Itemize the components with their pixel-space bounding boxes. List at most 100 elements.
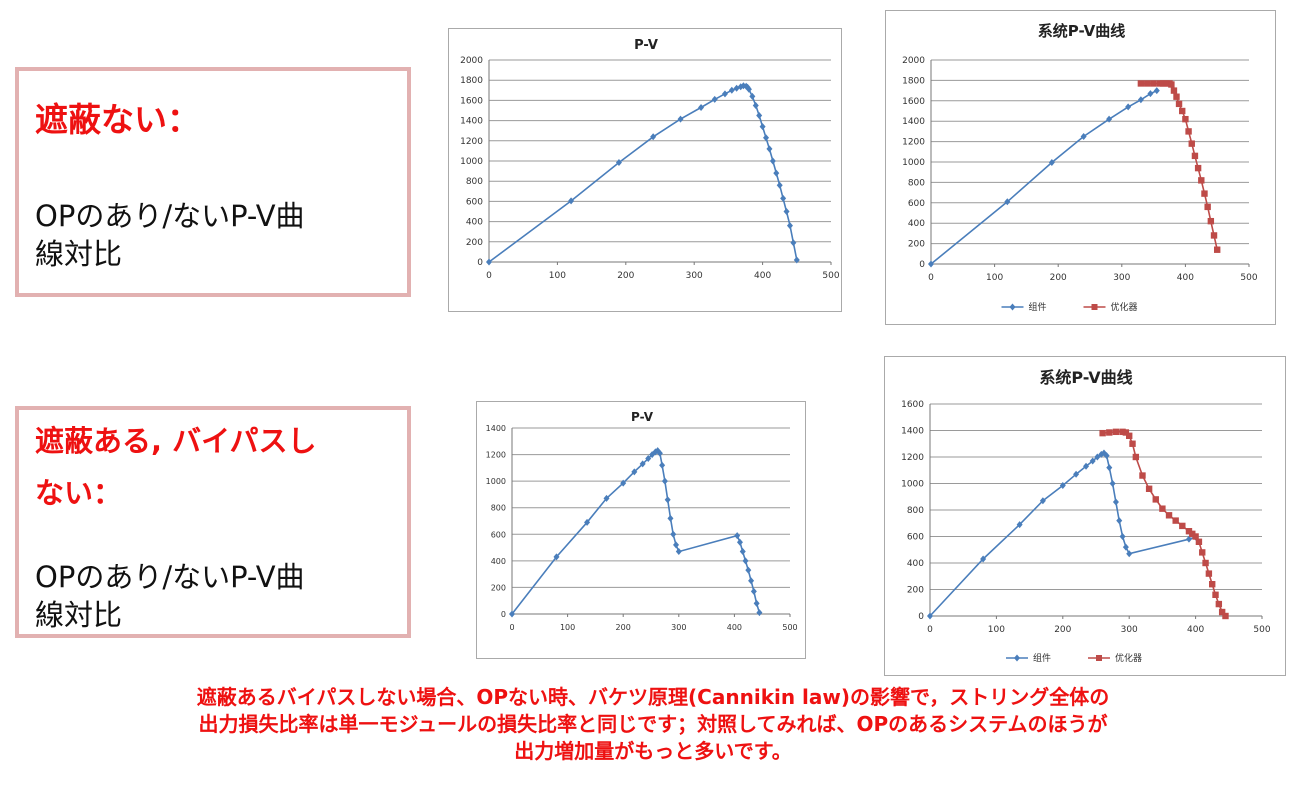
x-tick-label: 100 — [986, 273, 1003, 283]
data-point — [620, 479, 627, 487]
data-point — [652, 448, 659, 456]
data-point — [749, 92, 756, 100]
data-point — [776, 181, 783, 189]
data-point — [1109, 480, 1116, 487]
data-point — [1103, 452, 1110, 460]
data-point — [1106, 115, 1113, 123]
y-tick-label: 1600 — [901, 400, 924, 410]
legend-label: 组件 — [1033, 652, 1051, 664]
y-tick-label: 600 — [491, 530, 506, 539]
note-body-line2: 線対比 — [35, 237, 123, 271]
x-tick-label: 300 — [1121, 625, 1138, 635]
chart-title: 系统P-V曲线 — [1039, 368, 1132, 387]
data-point — [1125, 103, 1132, 111]
data-point — [1185, 128, 1192, 135]
legend-marker — [1009, 303, 1016, 311]
data-point — [509, 610, 515, 618]
data-point — [928, 260, 934, 268]
caption-line1: 遮蔽あるバイパスしない場合、OPない時、バケツ原理(Cannikin law)の… — [196, 685, 1110, 709]
data-point — [748, 577, 755, 585]
x-tick-label: 400 — [1187, 625, 1204, 635]
data-point — [1100, 449, 1107, 457]
data-point — [1080, 133, 1087, 140]
x-tick-label: 500 — [1240, 273, 1257, 283]
x-tick-label: 300 — [671, 623, 686, 632]
y-tick-label: 400 — [466, 218, 483, 228]
data-point — [1192, 533, 1199, 540]
y-tick-label: 1400 — [460, 117, 483, 127]
data-point — [645, 455, 652, 463]
data-point — [664, 496, 671, 504]
y-tick-label: 1000 — [460, 157, 483, 167]
y-tick-label: 2000 — [460, 56, 483, 66]
data-point — [1153, 87, 1160, 95]
data-point — [1173, 93, 1180, 100]
data-point — [745, 566, 752, 574]
data-point — [786, 222, 793, 230]
data-point — [1202, 559, 1209, 567]
data-point — [1122, 429, 1130, 436]
data-point — [734, 532, 741, 540]
data-point — [773, 169, 780, 177]
legend-label: 组件 — [1029, 301, 1047, 313]
y-tick-label: 800 — [908, 178, 925, 188]
data-point — [486, 258, 492, 266]
x-tick-label: 0 — [486, 271, 492, 281]
y-tick-label: 200 — [466, 238, 483, 248]
data-point — [675, 548, 682, 556]
data-point — [1126, 550, 1133, 558]
data-point — [1147, 90, 1154, 98]
y-tick-label: 600 — [466, 197, 483, 207]
data-point — [1207, 217, 1215, 225]
data-point — [1119, 533, 1126, 540]
y-tick-label: 400 — [491, 557, 506, 566]
data-point — [745, 85, 752, 93]
data-point — [1129, 440, 1136, 447]
x-tick-label: 100 — [549, 271, 566, 281]
data-point — [1089, 457, 1096, 465]
data-point — [584, 518, 591, 526]
data-point — [1182, 115, 1189, 123]
y-tick-label: 400 — [907, 559, 924, 569]
data-point — [1132, 453, 1140, 461]
data-point — [1144, 80, 1151, 87]
data-point — [1209, 581, 1216, 588]
x-tick-label: 400 — [754, 271, 771, 281]
data-point — [980, 555, 987, 563]
chart-system-pv-no-shading: 系统P-V曲线 0 200 400 600 800 1000 1200 1400 1600 1800… — [885, 10, 1276, 325]
note-heading: 遮蔽ない： — [35, 100, 200, 139]
data-point — [1048, 159, 1055, 167]
x-tick-label: 0 — [927, 625, 933, 635]
data-point — [1039, 497, 1046, 505]
x-tick-label: 200 — [616, 623, 631, 632]
x-tick-label: 0 — [509, 623, 514, 632]
chart-svg: 系统P-V曲线020040060080010001200140016001800… — [902, 22, 1258, 313]
data-point — [656, 449, 663, 457]
x-tick-label: 400 — [1177, 273, 1194, 283]
data-point — [733, 84, 740, 92]
legend-label: 优化器 — [1115, 652, 1142, 664]
data-point — [1016, 521, 1023, 529]
data-point — [1210, 232, 1218, 239]
y-tick-label: 1200 — [901, 453, 924, 463]
caption-line3: 出力増加量がもっと多いです。 — [514, 739, 792, 763]
data-point — [654, 447, 661, 455]
data-point — [756, 609, 763, 617]
data-point — [1201, 190, 1208, 197]
y-tick-label: 1000 — [902, 158, 925, 168]
y-tick-label: 1000 — [901, 480, 924, 490]
data-point — [1212, 591, 1219, 598]
y-tick-label: 400 — [908, 219, 925, 229]
data-point — [1198, 177, 1205, 184]
data-point — [1106, 429, 1113, 436]
data-point — [1195, 538, 1203, 545]
data-point — [553, 553, 560, 561]
x-tick-label: 200 — [617, 271, 634, 281]
y-tick-label: 1800 — [460, 76, 483, 86]
data-point — [1106, 464, 1113, 472]
data-point — [1126, 432, 1133, 439]
data-point — [1214, 246, 1221, 253]
data-point — [659, 461, 666, 469]
x-tick-label: 300 — [1113, 273, 1130, 283]
data-point — [1122, 543, 1129, 551]
